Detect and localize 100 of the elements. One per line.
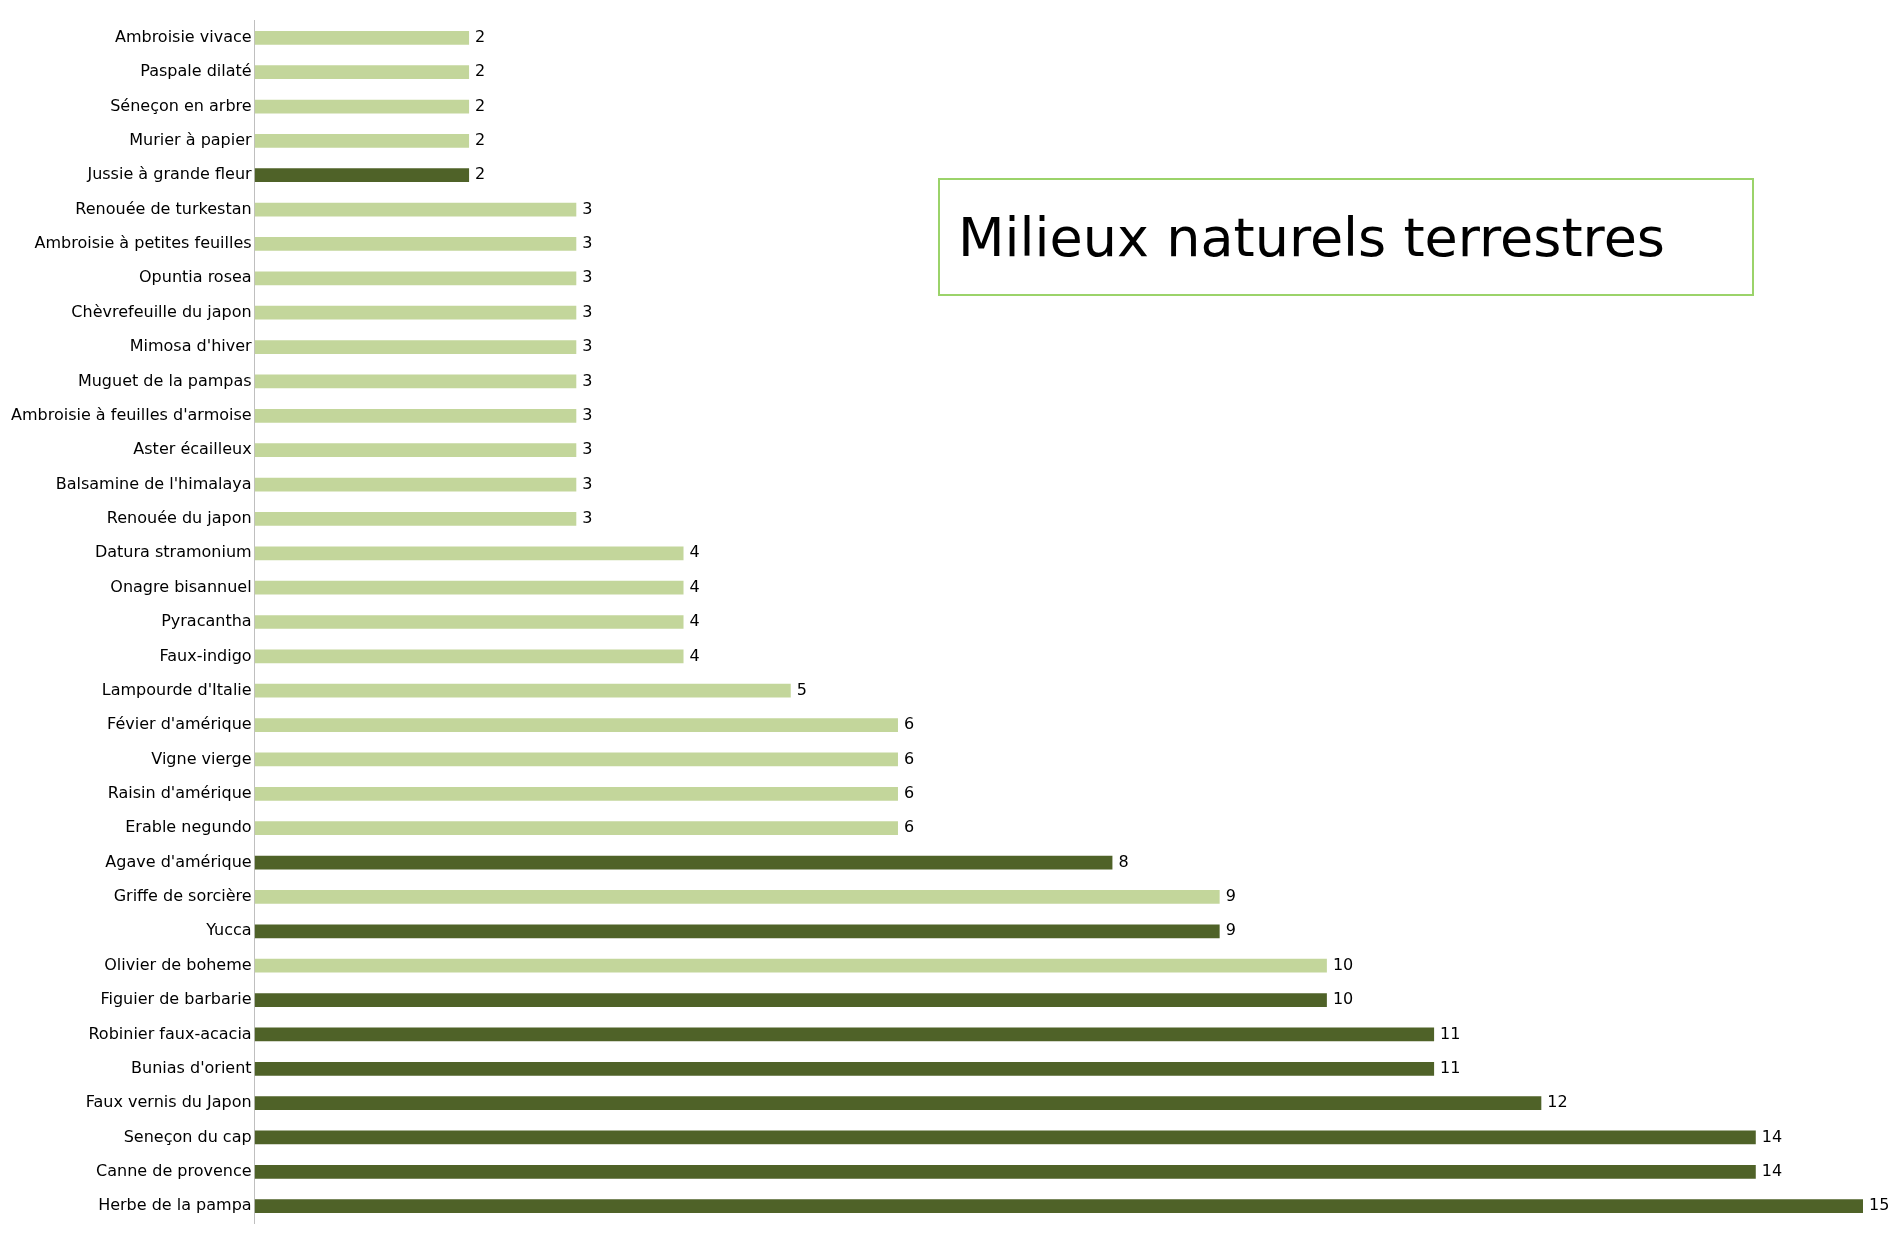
- y-tick-label: Jussie à grande fleur: [86, 164, 253, 184]
- bar: [254, 168, 470, 183]
- y-tick-label: Opuntia rosea: [138, 267, 252, 287]
- bar: [254, 649, 684, 664]
- bar: [254, 924, 1220, 939]
- data-label: 4: [689, 542, 700, 562]
- y-tick-label: Vigne vierge: [151, 748, 252, 768]
- y-tick-label: Renouée du japon: [106, 508, 252, 528]
- y-tick-label: Févier d'amérique: [107, 714, 252, 734]
- data-label: 9: [1225, 920, 1236, 940]
- bar: [254, 443, 577, 458]
- bar: [254, 477, 577, 492]
- data-label: 6: [903, 714, 915, 734]
- data-label: 4: [689, 645, 700, 665]
- bar: [254, 408, 577, 423]
- y-tick-label: Lampourde d'Italie: [101, 679, 252, 699]
- y-tick-label: Muguet de la pampas: [77, 370, 252, 390]
- data-label: 6: [903, 817, 915, 837]
- bar: [254, 615, 684, 629]
- bar: [254, 99, 470, 114]
- data-label: 2: [475, 130, 486, 150]
- bar: [254, 993, 1327, 1007]
- data-label: 9: [1225, 886, 1236, 906]
- y-tick-label: Mimosa d'hiver: [129, 336, 253, 356]
- data-label: 2: [475, 61, 486, 81]
- bar: [254, 1061, 1435, 1076]
- bar: [254, 1130, 1756, 1145]
- bar: [254, 30, 470, 45]
- bar: [254, 1096, 1542, 1110]
- data-label: 3: [582, 267, 593, 287]
- y-tick-label: Balsamine de l'himalaya: [55, 473, 252, 493]
- y-tick-label: Agave d'amérique: [105, 851, 252, 871]
- y-tick-label: Raisin d'amérique: [107, 782, 252, 802]
- bar: [254, 202, 577, 217]
- data-label: 15: [1869, 1195, 1890, 1215]
- y-tick-label: Olivier de boheme: [104, 954, 252, 974]
- data-label: 2: [475, 164, 486, 184]
- bar: [254, 546, 684, 561]
- y-tick-label: Figuier de barbarie: [100, 989, 252, 1009]
- data-label: 11: [1440, 1023, 1461, 1043]
- bar: [254, 271, 577, 286]
- y-tick-label: Séneçon en arbre: [110, 95, 252, 115]
- y-tick-label: Erable negundo: [125, 817, 252, 837]
- data-label: 14: [1761, 1126, 1783, 1146]
- data-label: 3: [582, 336, 593, 356]
- data-label: 10: [1332, 954, 1354, 974]
- bar: [254, 752, 898, 767]
- y-tick-label: Yucca: [205, 920, 252, 940]
- data-label: 2: [475, 26, 486, 46]
- bar: [254, 305, 577, 320]
- y-tick-label: Pyracantha: [161, 611, 252, 631]
- y-tick-label: Canne de provence: [96, 1161, 252, 1181]
- bar: [254, 890, 1220, 904]
- y-tick-label: Aster écailleux: [133, 439, 252, 459]
- data-label: 2: [475, 95, 486, 115]
- bar: [254, 1027, 1435, 1042]
- data-label: 10: [1332, 989, 1354, 1009]
- y-tick-label: Paspale dilaté: [140, 61, 252, 81]
- y-tick-label: Chèvrefeuille du japon: [71, 301, 252, 321]
- data-label: 3: [582, 439, 593, 459]
- data-label: 11: [1440, 1057, 1461, 1077]
- bar: [254, 512, 577, 526]
- bar: [254, 821, 898, 836]
- bar: [254, 958, 1327, 973]
- y-tick-label: Robinier faux-acacia: [88, 1023, 252, 1043]
- data-label: 3: [582, 404, 593, 424]
- data-label: 6: [903, 782, 915, 802]
- data-label: 12: [1547, 1092, 1568, 1112]
- bar: [254, 1199, 1863, 1214]
- y-tick-label: Ambroisie vivace: [114, 26, 252, 46]
- data-label: 3: [582, 233, 593, 253]
- bar: [254, 718, 898, 732]
- data-label: 8: [1118, 851, 1129, 871]
- y-tick-label: Ambroisie à feuilles d'armoise: [11, 404, 252, 424]
- bar: [254, 1164, 1756, 1179]
- bar: [254, 374, 577, 389]
- bar: [254, 786, 898, 801]
- data-label: 5: [796, 679, 807, 699]
- y-tick-label: Murier à papier: [129, 130, 253, 150]
- data-label: 3: [582, 301, 593, 321]
- data-label: 4: [689, 611, 700, 631]
- y-tick-label: Faux vernis du Japon: [85, 1092, 252, 1112]
- y-tick-label: Bunias d'orient: [131, 1057, 252, 1077]
- y-tick-label: Herbe de la pampa: [98, 1195, 252, 1215]
- bar: [254, 237, 577, 251]
- y-tick-label: Seneçon du cap: [123, 1126, 252, 1146]
- bar: [254, 855, 1113, 870]
- data-label: 4: [689, 576, 700, 596]
- text: Milieux naturels terrestres: [938, 178, 1754, 296]
- bar: [254, 65, 470, 80]
- bar: [254, 580, 684, 595]
- data-label: 3: [582, 370, 593, 390]
- bar: [254, 340, 577, 354]
- bar: [254, 134, 470, 148]
- data-label: 6: [903, 748, 915, 768]
- data-label: 3: [582, 198, 593, 218]
- y-tick-label: Griffe de sorcière: [113, 886, 252, 906]
- y-tick-label: Datura stramonium: [94, 542, 252, 562]
- y-tick-label: Ambroisie à petites feuilles: [34, 233, 252, 253]
- y-tick-label: Faux-indigo: [159, 645, 252, 665]
